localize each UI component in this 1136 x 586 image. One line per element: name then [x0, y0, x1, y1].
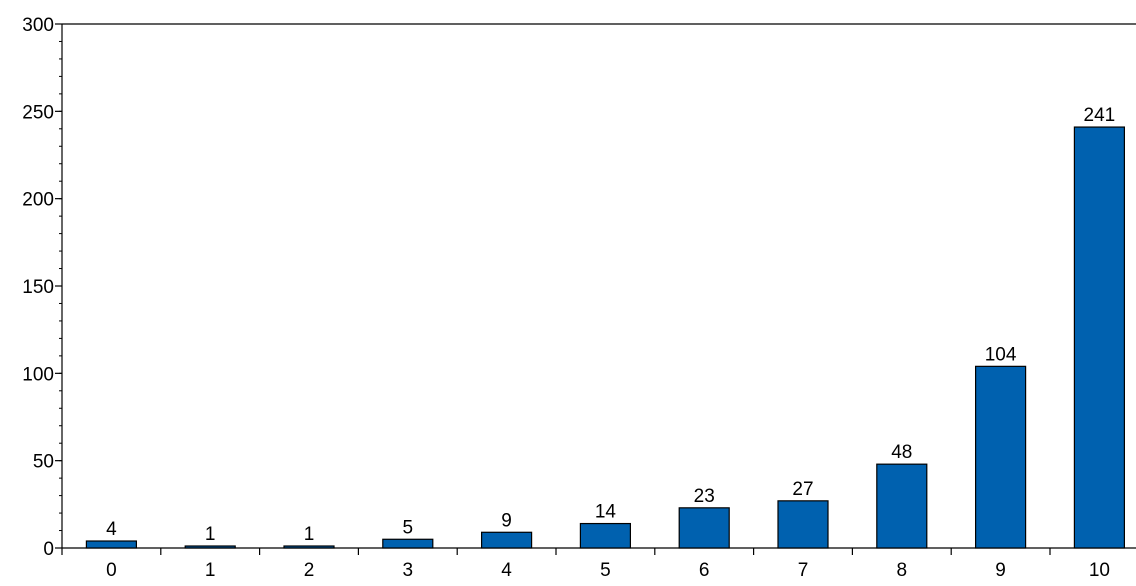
- y-tick-label: 300: [22, 15, 54, 36]
- x-tick-label-7: 7: [798, 560, 809, 581]
- bar-6: [678, 507, 730, 549]
- y-tick-label: 0: [43, 539, 54, 560]
- data-label-10: 241: [1084, 105, 1116, 126]
- bar-4: [481, 531, 533, 549]
- bar-3: [382, 538, 434, 549]
- bar-8: [876, 463, 928, 549]
- y-axis: 0 50 100 150 200 250 300: [22, 15, 1136, 560]
- data-label-1: 1: [205, 524, 216, 545]
- data-label-9: 104: [985, 344, 1017, 365]
- bar-2: [283, 545, 335, 549]
- x-tick-label-8: 8: [897, 560, 908, 581]
- x-tick-label-5: 5: [600, 560, 611, 581]
- y-tick-label: 150: [22, 277, 54, 298]
- x-tick-label-0: 0: [106, 560, 117, 581]
- bar-5: [579, 522, 632, 549]
- x-tick-label-1: 1: [205, 560, 216, 581]
- data-label-8: 48: [891, 442, 912, 463]
- x-tick-label-2: 2: [304, 560, 315, 581]
- x-axis: 0 1 2 3 4 5 6 7 8 9 10: [61, 547, 1136, 581]
- data-label-4: 9: [501, 510, 512, 531]
- y-tick-label: 250: [22, 102, 54, 123]
- y-tick-label: 50: [33, 452, 54, 473]
- data-labels: 4 1 1 5 9 14 23 27 48 104 241: [106, 105, 1115, 545]
- bar-9: [974, 365, 1027, 549]
- data-label-2: 1: [304, 524, 315, 545]
- data-label-3: 5: [403, 517, 414, 538]
- data-label-0: 4: [106, 519, 117, 540]
- x-tick-label-10: 10: [1089, 560, 1110, 581]
- x-tick-label-4: 4: [501, 560, 512, 581]
- data-label-5: 14: [595, 502, 617, 523]
- data-label-7: 27: [792, 479, 813, 500]
- x-tick-label-6: 6: [699, 560, 710, 581]
- y-tick-label: 200: [22, 190, 54, 211]
- bar-7: [777, 500, 829, 549]
- bar-1: [184, 545, 236, 549]
- bars: [85, 126, 1126, 549]
- bar-0: [85, 540, 138, 549]
- data-label-6: 23: [694, 486, 715, 507]
- bar-10: [1073, 126, 1126, 549]
- x-tick-label-9: 9: [995, 560, 1006, 581]
- y-tick-label: 100: [22, 364, 54, 385]
- x-tick-label-3: 3: [403, 560, 414, 581]
